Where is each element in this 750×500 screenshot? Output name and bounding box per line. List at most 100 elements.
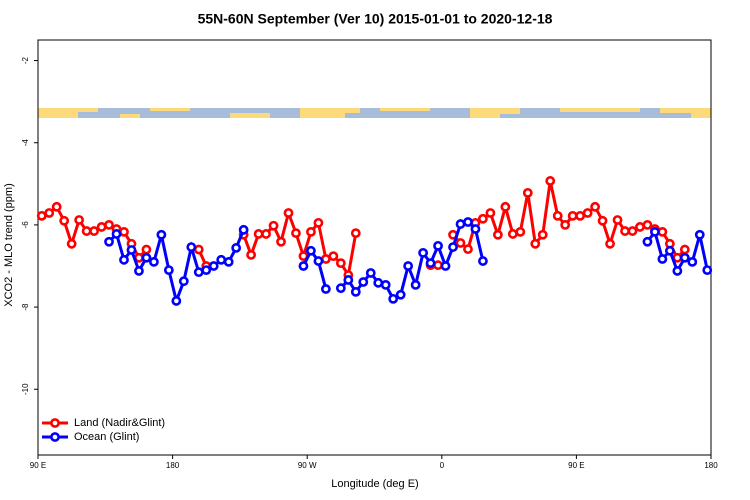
data-point — [373, 277, 384, 288]
data-point — [104, 236, 114, 247]
data-point — [96, 222, 107, 232]
data-point — [231, 243, 242, 253]
data-point — [679, 252, 690, 263]
data-point — [440, 261, 451, 271]
y-tick-label: -10 — [21, 383, 30, 395]
data-point — [178, 276, 189, 287]
y-axis-label: XCO2 - MLO trend (ppm) — [3, 183, 15, 306]
data-point — [246, 249, 257, 260]
x-tick-label: 180 — [704, 461, 718, 470]
data-point — [560, 220, 571, 230]
data-point — [522, 187, 533, 198]
data-point — [328, 251, 339, 262]
map-strip — [38, 108, 711, 118]
data-point — [171, 296, 182, 306]
data-point — [657, 254, 668, 264]
data-point — [597, 215, 608, 226]
data-point — [425, 258, 436, 269]
data-point — [664, 245, 675, 256]
data-point — [283, 208, 294, 218]
data-point — [612, 215, 623, 225]
data-point — [313, 217, 324, 228]
data-point — [134, 266, 144, 276]
data-point — [89, 226, 99, 236]
data-point — [478, 256, 488, 266]
data-point — [119, 226, 129, 237]
data-point — [620, 226, 630, 236]
data-point — [365, 268, 376, 278]
data-point — [119, 254, 129, 265]
data-point — [507, 229, 518, 239]
data-point — [238, 224, 249, 235]
data-point — [702, 265, 713, 275]
data-point — [343, 275, 354, 285]
data-point — [694, 229, 705, 240]
data-point — [111, 229, 122, 239]
data-point — [201, 265, 212, 275]
x-tick-label: 90 E — [568, 461, 584, 470]
data-point — [268, 220, 279, 231]
data-point — [679, 244, 690, 255]
data-point — [433, 260, 443, 271]
data-point — [448, 242, 458, 252]
data-point — [350, 286, 361, 297]
data-point — [335, 283, 346, 294]
data-point — [223, 256, 234, 267]
legend-label: Land (Nadir&Glint) — [74, 417, 165, 429]
data-point — [126, 245, 137, 255]
data-point — [478, 213, 488, 224]
data-point — [335, 258, 346, 269]
x-tick-label: 0 — [440, 461, 445, 470]
data-point — [104, 220, 114, 230]
data-point — [418, 247, 429, 258]
data-point — [193, 244, 204, 255]
data-point — [261, 229, 271, 239]
data-point — [403, 261, 414, 271]
data-point — [186, 242, 197, 252]
y-tick-label: -8 — [21, 303, 30, 311]
data-point — [500, 201, 511, 212]
data-point — [552, 210, 563, 221]
data-point — [567, 210, 578, 221]
data-point — [141, 244, 152, 255]
data-point — [208, 261, 219, 271]
data-point — [298, 261, 309, 271]
data-point — [410, 279, 421, 290]
data-point — [642, 236, 653, 247]
data-point — [463, 244, 473, 255]
data-point — [358, 277, 369, 287]
legend-label: Ocean (Glint) — [74, 431, 139, 443]
data-point — [36, 210, 47, 221]
x-tick-label: 180 — [166, 461, 180, 470]
data-point — [672, 266, 683, 276]
data-point — [492, 229, 503, 240]
data-point — [380, 279, 391, 290]
data-point — [433, 240, 443, 251]
data-point — [575, 210, 586, 221]
data-point — [276, 236, 286, 247]
data-point — [44, 208, 55, 218]
legend-marker — [50, 432, 60, 442]
data-point — [635, 222, 645, 232]
data-point — [306, 245, 316, 256]
data-point — [545, 176, 556, 186]
data-point — [350, 228, 361, 239]
data-point — [605, 238, 615, 249]
data-point — [657, 226, 668, 237]
data-point — [582, 208, 593, 218]
data-point — [59, 215, 70, 226]
data-point — [687, 256, 698, 267]
data-point — [320, 254, 331, 264]
data-point — [149, 256, 159, 267]
data-point — [193, 267, 204, 278]
data-point — [66, 238, 77, 249]
data-point — [455, 238, 466, 248]
data-point — [156, 229, 167, 240]
data-point — [530, 238, 541, 249]
data-point — [395, 289, 406, 300]
x-axis-label: Longitude (deg E) — [331, 478, 418, 490]
data-point — [320, 284, 331, 294]
data-point — [463, 217, 473, 227]
data-point — [141, 252, 152, 263]
